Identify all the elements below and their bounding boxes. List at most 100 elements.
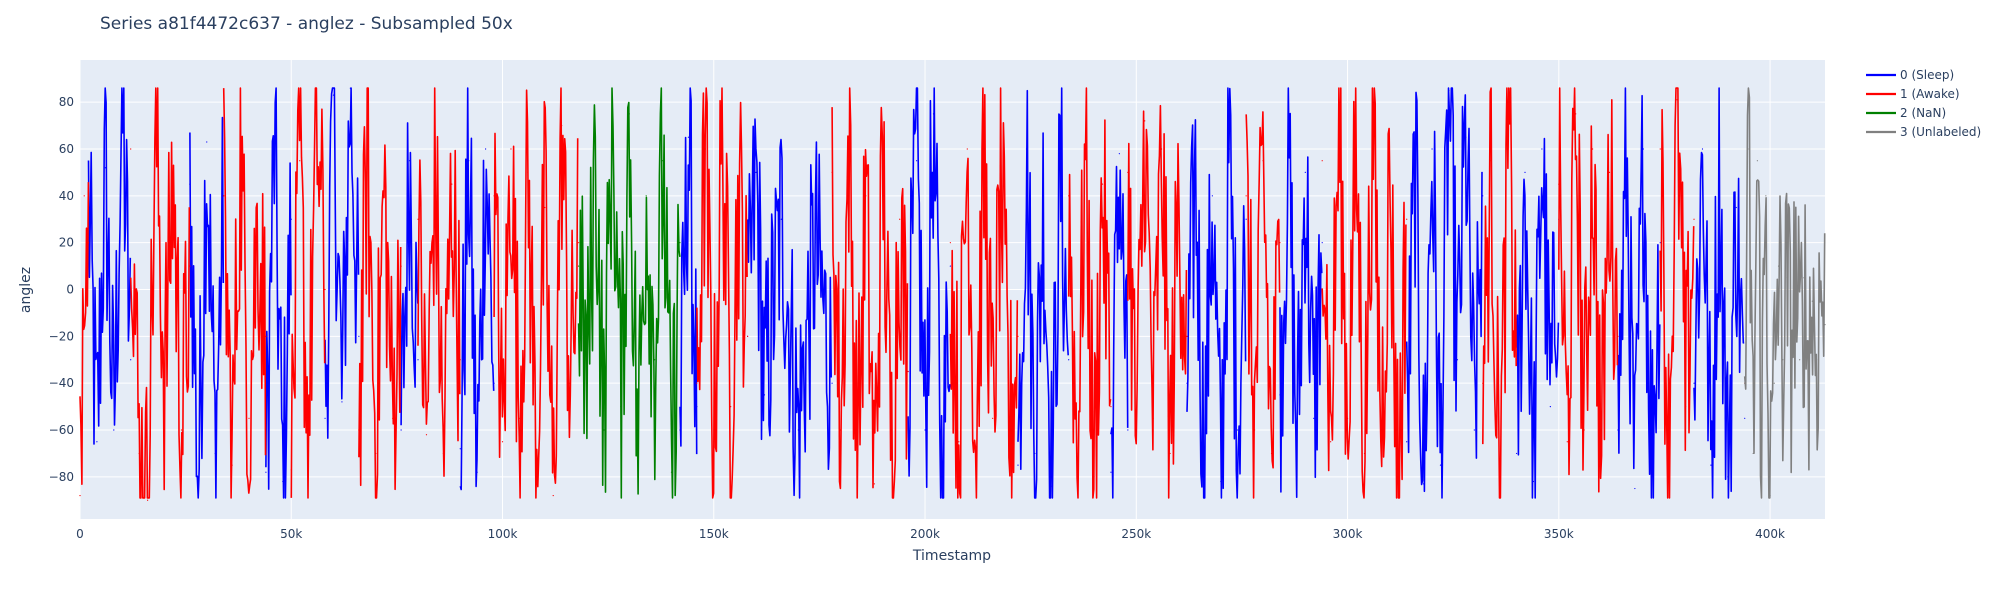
data-point xyxy=(831,171,833,174)
data-point xyxy=(476,471,478,473)
data-point xyxy=(1397,483,1399,485)
data-point xyxy=(679,242,681,244)
data-point xyxy=(408,160,411,162)
y-tick-label: 20 xyxy=(59,236,74,250)
data-point xyxy=(1608,171,1611,174)
series-line xyxy=(1321,87,1407,499)
data-point xyxy=(1490,160,1492,162)
data-point xyxy=(569,382,571,384)
data-point xyxy=(324,288,326,291)
data-point xyxy=(1084,148,1087,150)
data-point xyxy=(1220,480,1222,483)
data-point xyxy=(1769,494,1771,497)
data-point xyxy=(1824,324,1826,326)
data-point xyxy=(1617,429,1619,431)
data-point xyxy=(214,452,216,455)
data-point xyxy=(696,382,698,384)
data-point xyxy=(1228,148,1230,150)
data-point xyxy=(1346,417,1349,419)
data-point xyxy=(1330,441,1332,443)
data-point xyxy=(282,480,284,483)
data-point xyxy=(1659,148,1661,150)
data-point xyxy=(755,171,757,174)
series-line xyxy=(1127,104,1188,499)
data-point xyxy=(1811,300,1813,302)
data-point xyxy=(231,464,233,466)
data-point xyxy=(1761,429,1763,431)
data-point xyxy=(1693,218,1695,220)
data-point xyxy=(1017,335,1019,337)
data-point xyxy=(1786,277,1788,279)
series-line xyxy=(87,87,132,445)
data-point xyxy=(1473,429,1475,431)
data-point xyxy=(1194,171,1197,174)
data-point xyxy=(1034,452,1036,455)
data-point xyxy=(1177,195,1180,197)
data-point xyxy=(1355,148,1357,150)
data-point xyxy=(1304,171,1306,174)
series-line xyxy=(696,87,748,499)
data-point xyxy=(1515,452,1518,455)
data-point xyxy=(307,441,309,443)
legend-item[interactable]: 3 (Unlabeled) xyxy=(1866,125,1981,139)
data-point xyxy=(400,429,402,431)
data-point xyxy=(1735,206,1737,209)
x-axis: 0 50k 100k 150k 200k 250k 300k 350k 400k xyxy=(76,527,1785,541)
data-point xyxy=(1169,452,1171,455)
data-point xyxy=(1127,171,1129,174)
data-point xyxy=(1279,242,1281,244)
data-point xyxy=(1532,480,1535,483)
data-point xyxy=(1245,195,1247,197)
series-line xyxy=(324,87,360,439)
data-point xyxy=(1566,441,1568,443)
data-point xyxy=(510,148,512,150)
data-point xyxy=(468,160,470,162)
legend-item[interactable]: 0 (Sleep) xyxy=(1866,68,1954,82)
data-point xyxy=(1693,382,1695,384)
data-point xyxy=(1051,485,1053,487)
data-point xyxy=(1482,195,1484,197)
data-point xyxy=(1110,471,1112,473)
data-point xyxy=(1744,382,1746,384)
data-point xyxy=(1068,195,1070,197)
data-point xyxy=(611,101,613,103)
data-point xyxy=(1790,347,1792,349)
x-axis-title: Timestamp xyxy=(912,548,991,564)
data-point xyxy=(1583,429,1585,431)
data-point xyxy=(425,434,428,436)
series-line xyxy=(831,87,909,499)
data-point xyxy=(1270,452,1273,455)
data-point xyxy=(1803,277,1805,279)
data-point xyxy=(1651,452,1653,455)
data-point xyxy=(594,148,597,150)
data-point xyxy=(79,494,81,497)
y-tick-label: 80 xyxy=(59,95,74,109)
data-point xyxy=(1101,183,1104,185)
data-point xyxy=(1161,148,1163,150)
data-point xyxy=(1807,354,1809,356)
data-point xyxy=(518,417,521,419)
data-point xyxy=(1389,171,1391,174)
data-point xyxy=(1642,148,1644,150)
legend-item[interactable]: 1 (Awake) xyxy=(1866,87,1960,101)
data-point xyxy=(907,370,909,373)
data-point xyxy=(1575,113,1577,115)
data-point xyxy=(400,265,402,267)
data-point xyxy=(687,136,690,138)
legend-item[interactable]: 2 (NaN) xyxy=(1866,106,1946,120)
data-point xyxy=(628,113,630,115)
data-point xyxy=(679,429,681,431)
data-point xyxy=(839,429,842,431)
data-point xyxy=(1363,452,1366,455)
data-point xyxy=(1287,148,1290,150)
data-point xyxy=(383,183,385,185)
data-point xyxy=(1718,160,1720,162)
data-point xyxy=(1549,405,1551,408)
y-tick-label: −80 xyxy=(49,470,74,484)
data-point xyxy=(1701,148,1704,150)
series-line xyxy=(679,87,698,455)
data-point xyxy=(1634,487,1636,490)
data-point xyxy=(223,195,225,197)
data-point xyxy=(620,405,622,408)
